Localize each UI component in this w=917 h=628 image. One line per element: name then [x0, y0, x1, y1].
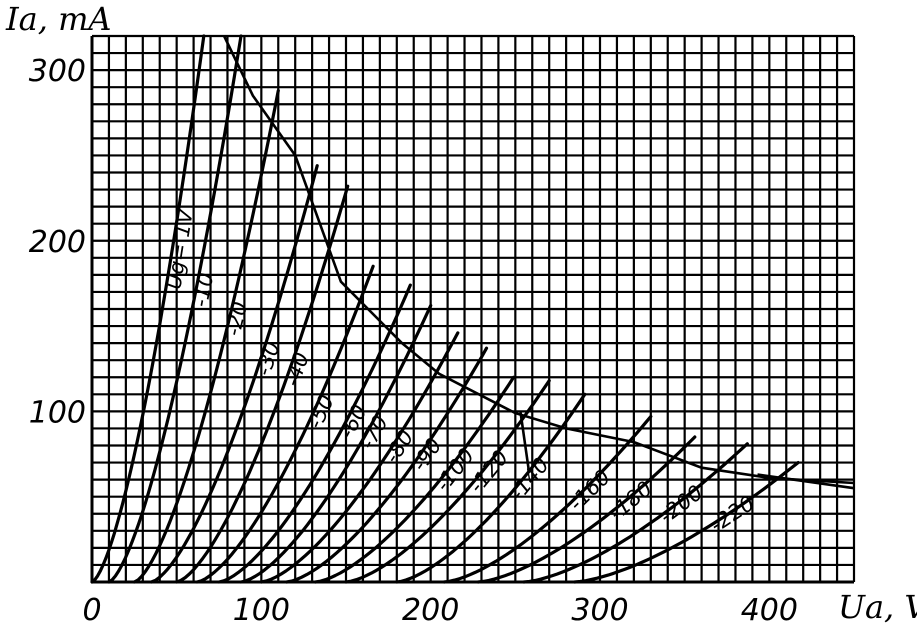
- plate-curve: [313, 375, 516, 584]
- plate-curve: [195, 264, 375, 584]
- plate-curve: [175, 184, 350, 584]
- y-axis-title: Ia, mA: [5, 0, 112, 38]
- plate-curve: [132, 88, 280, 584]
- plate-curve: [90, 34, 206, 584]
- plate-curve: [285, 346, 489, 584]
- x-tick-label: 0: [82, 593, 101, 628]
- plate-curve: [572, 461, 800, 584]
- plate-curve: [149, 164, 319, 584]
- curve-label: -20: [221, 299, 252, 338]
- curve-label: -10: [188, 271, 218, 309]
- plate-curve: [239, 304, 433, 584]
- plate-curve: [344, 379, 551, 584]
- curve-label: -30: [251, 339, 284, 379]
- x-tick-label: 100: [233, 593, 290, 628]
- plate-curves: [90, 34, 800, 584]
- plate-curve: [476, 435, 697, 584]
- plate-curve: [107, 34, 243, 584]
- plate-curve: [522, 442, 749, 584]
- x-tick-label: 400: [741, 593, 798, 628]
- curve-label: -40: [280, 349, 314, 389]
- y-tick-label: 100: [29, 395, 86, 430]
- limit-segment: [757, 473, 855, 490]
- plate-curve: [217, 283, 412, 584]
- x-axis-title: Ua, V: [838, 588, 917, 626]
- y-tick-label: 200: [29, 225, 86, 260]
- tick-labels: 0 100 200 300 400 100 200 300: [29, 54, 798, 628]
- x-tick-label: 300: [571, 593, 628, 628]
- curve-labels: Ug= 1V-10-20-30-40-50-60-70-80-90-100-12…: [161, 206, 758, 537]
- x-tick-label: 200: [402, 593, 459, 628]
- y-tick-label: 300: [29, 54, 86, 89]
- limit-curve: [222, 35, 855, 485]
- plate-curve: [442, 414, 653, 584]
- plate-curve: [259, 331, 460, 584]
- plate-curve: [395, 392, 587, 584]
